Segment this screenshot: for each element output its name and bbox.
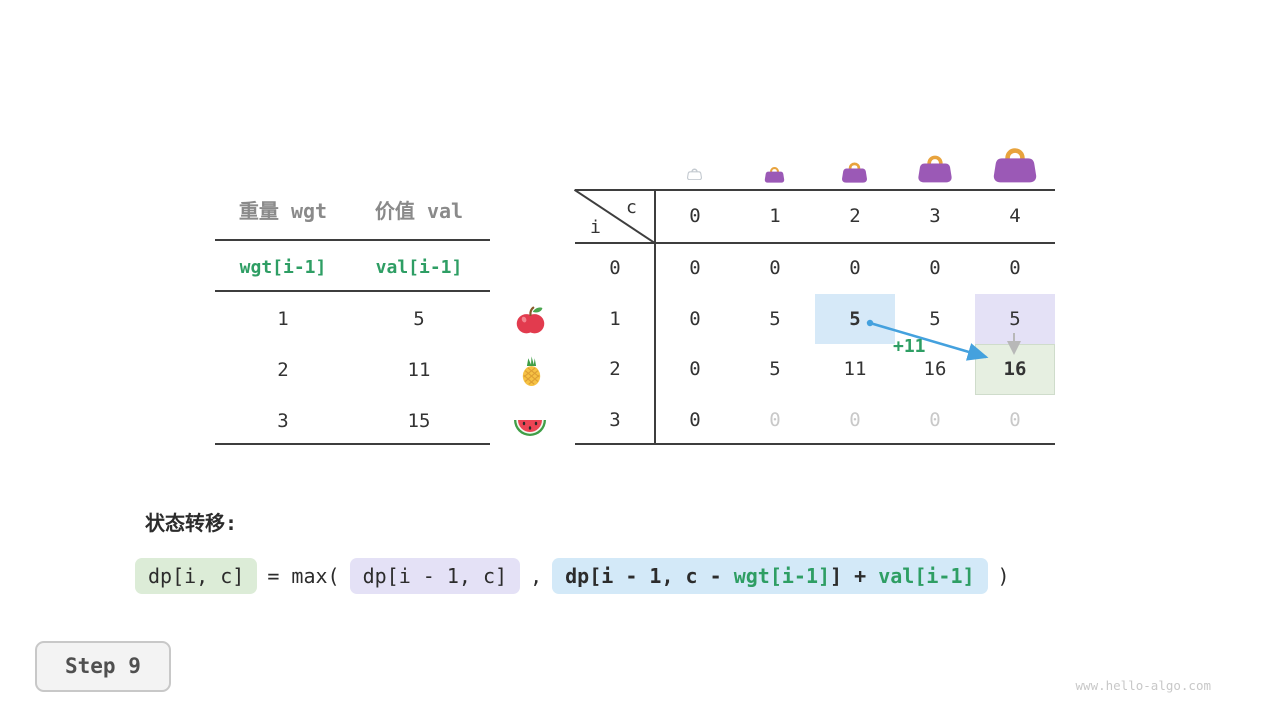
step-indicator-button[interactable]: Step 9: [35, 641, 171, 692]
dp-cell-0-3: 0: [929, 257, 941, 280]
dp-table-diagonal-rule: [573, 189, 656, 244]
dp-column-headers: 0 1 2 3 4: [655, 190, 1055, 242]
state-transition-label: 状态转移:: [145, 511, 238, 535]
dp-cell-0-0: 0: [689, 257, 701, 280]
table-rule: [215, 239, 490, 241]
bag-capacity-1-icon: [764, 165, 785, 183]
dp-cell-2-4-target-highlight: 16: [975, 344, 1055, 395]
dp-col-header-4: 4: [1009, 205, 1021, 227]
item1-weight: 1: [277, 308, 289, 330]
dp-row-header-3: 3: [609, 408, 621, 431]
dp-cell-0-1: 0: [769, 257, 781, 280]
dp-cell-2-3: 16: [923, 358, 947, 381]
dp-table: 0 0 0 0 0 0 5 5 5 5 0 5 11 16 16 0 0 0 0…: [655, 243, 1055, 445]
dp-cell-2-2: 11: [843, 358, 867, 381]
dp-row-header-2: 2: [609, 358, 621, 381]
dp-cell-1-3: 5: [929, 307, 941, 330]
value-column-header: 价值 val: [374, 199, 464, 223]
dp-row-header-1: 1: [609, 307, 621, 330]
formula-operator: = max(: [267, 564, 340, 588]
table-rule: [215, 290, 490, 292]
dp-cell-3-4: 0: [1009, 408, 1021, 431]
bag-capacity-3-icon: [917, 152, 953, 183]
dp-cell-2-1: 5: [769, 358, 781, 381]
dp-cell-1-1: 5: [769, 307, 781, 330]
dp-cell-1-2-source-highlight: 5: [815, 293, 895, 344]
arrow-value-label: +11: [893, 336, 926, 357]
item2-value: 11: [407, 359, 431, 381]
dp-cell-3-2: 0: [849, 408, 861, 431]
dp-cell-3-3: 0: [929, 408, 941, 431]
pineapple-icon: [515, 354, 548, 389]
watermelon-icon: [512, 407, 548, 437]
formula-close-paren: ): [997, 564, 1010, 588]
dp-row-header-0: 0: [609, 257, 621, 280]
state-transition-formula: dp[i, c] = max( dp[i - 1, c] , dp[i - 1,…: [135, 558, 1010, 594]
dp-corner-row-label: i: [590, 217, 601, 238]
dp-table-top-rule: [575, 189, 1055, 191]
dp-cell-1-4-above-highlight: 5: [975, 293, 1055, 344]
arg2-val-term: val[i-1]: [878, 564, 975, 588]
dp-cell-1-0: 0: [689, 307, 701, 330]
formula-arg1-chip: dp[i - 1, c]: [349, 558, 521, 594]
apple-icon: [514, 304, 547, 337]
item1-value: 5: [413, 308, 425, 330]
dp-col-header-0: 0: [689, 205, 701, 227]
dp-cell-2-0: 0: [689, 358, 701, 381]
formula-arg2-chip: dp[i - 1, c - wgt[i-1]] + val[i-1]: [552, 558, 988, 594]
item3-value: 15: [407, 410, 431, 432]
dp-table-vertical-rule: [654, 189, 656, 445]
dp-cell-3-1: 0: [769, 408, 781, 431]
val-var-label: val[i-1]: [375, 257, 463, 278]
table-rule: [215, 443, 490, 445]
item3-weight: 3: [277, 410, 289, 432]
dp-table-header-rule: [575, 242, 1055, 244]
dp-cell-0-4: 0: [1009, 257, 1021, 280]
weight-column-header: 重量 wgt: [238, 199, 328, 223]
watermark: www.hello-algo.com: [1075, 678, 1211, 693]
dp-col-header-3: 3: [929, 205, 941, 227]
formula-lhs-chip: dp[i, c]: [135, 558, 258, 594]
item2-weight: 2: [277, 359, 289, 381]
bag-capacity-2-icon: [841, 160, 868, 183]
dp-col-header-2: 2: [849, 205, 861, 227]
bag-capacity-4-icon: [992, 144, 1038, 183]
dp-col-header-1: 1: [769, 205, 781, 227]
dp-cell-0-2: 0: [849, 257, 861, 280]
wgt-var-label: wgt[i-1]: [239, 257, 327, 278]
dp-cell-3-0: 0: [689, 408, 701, 431]
formula-separator: ,: [530, 564, 543, 588]
dp-table-bottom-rule: [575, 443, 1055, 445]
arg2-wgt-term: wgt[i-1]: [733, 564, 831, 588]
bag-empty-icon: [687, 167, 702, 180]
arg2-text: ] +: [830, 564, 879, 588]
dp-corner-col-label: c: [626, 197, 637, 218]
arg2-text: dp[i - 1, c -: [565, 564, 734, 588]
dp-row-headers: 0 1 2 3: [575, 243, 655, 445]
